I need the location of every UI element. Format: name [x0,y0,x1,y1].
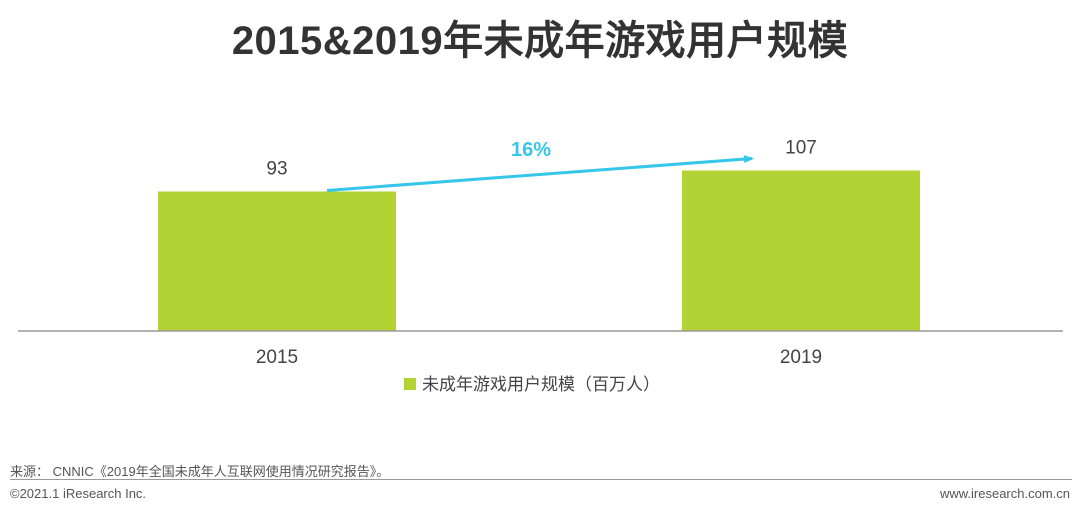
legend-swatch [404,378,416,390]
data-label-2015: 93 [266,159,287,180]
x-tick-label-2015: 2015 [256,347,298,368]
growth-arrow [326,155,754,192]
growth-annotation: 16% [511,139,551,161]
legend-label: 未成年游戏用户规模（百万人） [422,375,660,394]
website-link: www.iresearch.com.cn [939,486,1070,501]
chart-title: 2015&2019年未成年游戏用户规模 [231,19,849,63]
footer-divider [10,479,1072,480]
source-note: 来源： CNNIC《2019年全国未成年人互联网使用情况研究报告》。 [10,464,390,479]
x-tick-label-2019: 2019 [780,347,822,368]
legend: 未成年游戏用户规模（百万人） [404,375,660,394]
copyright: ©2021.1 iResearch Inc. [10,486,147,501]
bar-2019 [682,170,920,331]
data-label-2019: 107 [785,138,817,159]
bar-2015 [158,191,396,331]
